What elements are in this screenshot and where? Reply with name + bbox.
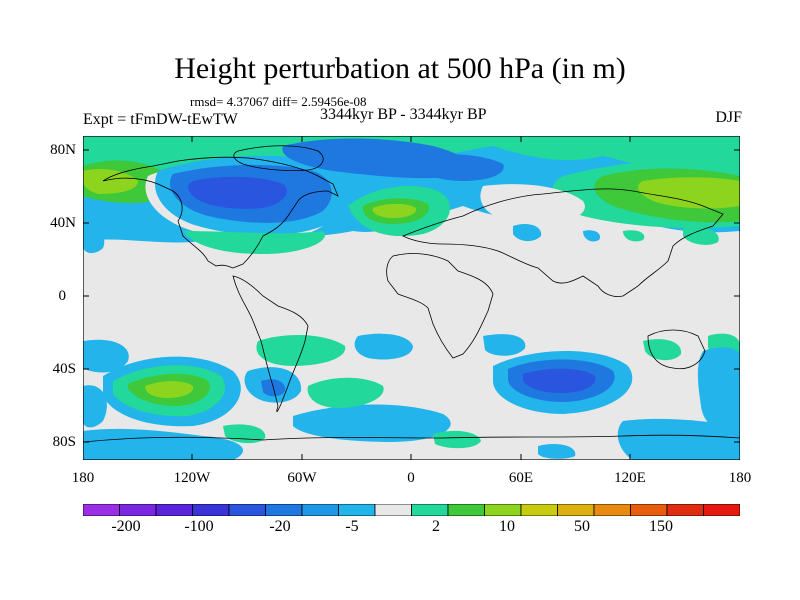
- contour-region: [583, 230, 601, 242]
- coastlines: [83, 145, 740, 443]
- contour-region: [188, 176, 287, 209]
- colorbar-swatch: [192, 504, 230, 516]
- continent-outline: [402, 188, 724, 297]
- lat-label: 80N: [50, 142, 76, 158]
- colorbar-swatch: [83, 504, 120, 516]
- contour-region: [697, 347, 740, 436]
- contour-region: [480, 184, 585, 225]
- continent-outline: [102, 156, 339, 269]
- colorbar-swatch: [593, 504, 631, 516]
- lon-label: 180: [71, 470, 95, 486]
- contour-region: [538, 444, 576, 459]
- contour-region: [145, 381, 194, 398]
- contour-region: [683, 226, 719, 245]
- lon-label: 120W: [173, 470, 211, 486]
- contour-region: [623, 230, 645, 242]
- contour-region: [307, 377, 384, 408]
- contour-region: [617, 418, 740, 460]
- period-subtitle: 3344kyr BP - 3344kyr BP: [320, 106, 487, 123]
- colorbar-swatch: [557, 504, 595, 516]
- colorbar-label: 150: [649, 518, 673, 535]
- lat-label: 0: [58, 288, 67, 304]
- contour-region: [523, 368, 596, 393]
- lat-label: 40S: [52, 361, 76, 377]
- contour-region: [83, 339, 129, 373]
- experiment-label: Expt = tFmDW-tEwTW: [83, 111, 238, 128]
- contour-region: [83, 229, 105, 254]
- contour-region: [413, 154, 504, 181]
- colorbar: [83, 504, 740, 516]
- colorbar-swatch: [338, 504, 376, 516]
- map-title: Height perturbation at 500 hPa (in m): [174, 52, 626, 85]
- lon-label: 60W: [287, 470, 317, 486]
- colorbar-swatch: [520, 504, 558, 516]
- contour-region: [433, 430, 481, 449]
- contour-region: [83, 169, 138, 194]
- colorbar-swatch: [228, 504, 266, 516]
- contour-region: [637, 177, 740, 209]
- colorbar-label: -200: [111, 518, 141, 535]
- contour-region: [83, 136, 740, 191]
- colorbar-label: 50: [574, 518, 590, 535]
- colorbar-swatch: [484, 504, 522, 516]
- contour-region: [513, 224, 542, 242]
- colorbar-swatch: [374, 504, 412, 516]
- contour-region: [183, 231, 325, 254]
- contour-region: [372, 203, 417, 219]
- colorbar-swatch: [301, 504, 339, 516]
- contour-region: [293, 404, 451, 442]
- stats-subtitle: rmsd= 4.37067 diff= 2.59456e-08: [190, 94, 367, 109]
- colorbar-swatch: [265, 504, 303, 516]
- lat-label: 80S: [52, 434, 76, 450]
- colorbar-swatch: [447, 504, 485, 516]
- contour-region: [483, 334, 526, 356]
- tick-marks: [83, 136, 740, 460]
- colorbar-swatch: [630, 504, 668, 516]
- season-label: DJF: [715, 109, 742, 126]
- lon-label: 180: [728, 470, 752, 486]
- lon-label: 120E: [614, 470, 646, 486]
- contour-region: [256, 334, 346, 366]
- colorbar-swatch: [155, 504, 193, 516]
- continent-outline: [233, 145, 324, 172]
- colorbar-swatch: [119, 504, 157, 516]
- colorbar-swatch: [666, 504, 704, 516]
- contour-fill-layer: [83, 136, 740, 460]
- lon-label: 0: [407, 470, 415, 486]
- contour-map: [83, 136, 740, 460]
- lat-label: 40N: [50, 215, 76, 231]
- contour-region: [83, 385, 107, 428]
- continent-outline: [232, 275, 309, 413]
- colorbar-label: -20: [269, 518, 291, 535]
- contour-region: [354, 333, 413, 360]
- contour-region: [83, 428, 243, 460]
- antarctica-outline: [83, 434, 740, 443]
- continent-outline: [647, 329, 706, 370]
- continent-outline: [386, 253, 494, 359]
- colorbar-swatch: [703, 504, 740, 516]
- lon-label: 60E: [508, 470, 534, 486]
- colorbar-label: 10: [499, 518, 515, 535]
- contour-region: [643, 339, 682, 361]
- colorbar-label: -5: [345, 518, 359, 535]
- colorbar-label: -100: [184, 518, 214, 535]
- colorbar-swatch: [411, 504, 449, 516]
- colorbar-label: 2: [432, 518, 440, 535]
